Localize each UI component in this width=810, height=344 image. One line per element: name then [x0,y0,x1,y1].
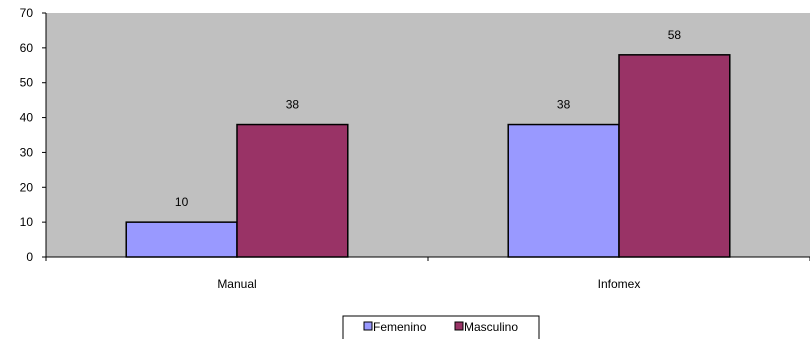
x-category-label: Manual [217,277,256,291]
legend-label-masculino: Masculino [464,320,518,334]
bar [507,123,620,258]
y-tick-label: 30 [20,145,34,159]
y-tick-label: 20 [20,180,34,194]
y-tick-label: 60 [20,41,34,55]
data-label: 58 [668,28,682,42]
legend-box [342,315,540,342]
y-tick-label: 70 [20,6,34,20]
x-category-label: Infomex [598,277,641,291]
y-tick-label: 40 [20,111,34,125]
bars [125,54,731,258]
data-label: 38 [557,98,571,112]
bar [125,221,238,258]
y-tick-label: 0 [26,250,33,264]
y-tick-label: 50 [20,76,34,90]
legend-label-femenino: Femenino [373,320,427,334]
legend: Femenino Masculino [342,315,540,342]
legend-swatch-femenino [363,321,373,331]
data-label: 38 [286,98,300,112]
x-axis: Manual Infomex [45,256,810,291]
y-axis: 0 10 20 30 40 50 60 70 [20,6,47,264]
data-label: 10 [175,195,189,209]
legend-swatch-masculino [454,321,464,331]
y-tick-label: 10 [20,215,34,229]
bar [618,54,731,258]
bar [236,123,349,258]
data-labels: 10 38 38 58 [175,28,681,209]
